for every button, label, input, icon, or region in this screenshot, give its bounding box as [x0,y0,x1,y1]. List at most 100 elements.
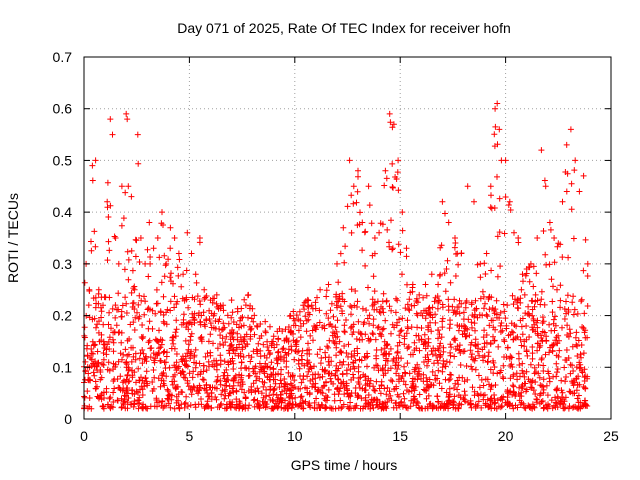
data-point [582,397,589,404]
data-point [200,368,207,375]
data-point [161,273,168,280]
data-point [154,351,161,358]
data-point [429,351,436,358]
data-point [274,328,281,335]
data-point [546,219,553,226]
data-point [422,281,429,288]
data-point [323,293,330,300]
data-point [549,347,556,354]
data-point [457,362,464,368]
y-tick-label: 0.4 [53,204,73,220]
data-point [363,307,370,314]
data-point [123,361,130,368]
data-point [131,401,138,408]
data-point [514,296,521,303]
data-point [297,334,304,341]
data-point [130,285,137,292]
data-point [387,392,394,399]
data-point [438,385,445,392]
data-point [100,341,107,348]
data-point [389,245,396,252]
data-point [200,309,207,316]
data-point [496,195,503,202]
data-point [421,340,428,347]
data-point [187,386,194,393]
data-point [443,358,450,365]
data-point [332,293,339,300]
data-point [250,318,257,325]
data-point [395,362,402,369]
data-point [373,401,380,408]
data-point [200,377,207,383]
data-point [106,395,113,402]
data-point [181,404,188,411]
data-point [475,392,482,399]
data-point [415,400,421,407]
data-point [515,305,522,312]
data-point [523,323,530,329]
data-point [345,341,352,348]
data-point [141,311,148,318]
y-tick-label: 0.7 [53,49,73,65]
data-point [502,315,509,322]
data-point [584,260,591,267]
data-point [357,330,364,337]
data-point [172,385,179,392]
data-point [455,261,462,268]
data-point [416,291,423,298]
data-point [171,362,178,369]
data-point [376,330,383,337]
data-point [192,364,199,371]
data-point [347,399,354,406]
data-point [221,382,228,389]
data-point [354,392,361,399]
data-point [574,353,581,359]
data-point [404,360,411,367]
y-tick-label: 0.3 [53,256,73,272]
data-point [292,394,299,401]
data-point [563,374,569,380]
data-point [436,380,443,387]
data-point [317,346,323,353]
data-point [557,282,564,289]
data-point [345,405,352,412]
data-point [142,374,149,381]
data-point [577,364,584,371]
data-point [128,247,135,254]
data-point [571,306,578,313]
data-point [317,360,324,367]
data-point [384,226,391,233]
data-point [123,310,130,316]
data-point [404,301,411,308]
data-point [160,318,167,325]
data-point [389,160,396,167]
data-point [122,346,129,353]
data-point [491,364,498,370]
data-point [118,183,125,190]
data-point [409,284,416,291]
data-point [399,271,405,278]
data-point [327,375,334,382]
data-point [523,368,530,375]
data-point [186,370,193,377]
data-point [416,347,423,354]
data-point [466,332,473,339]
data-point [539,398,546,404]
data-point [550,283,556,290]
data-point [444,400,451,407]
data-point [354,345,361,352]
data-point [106,309,113,316]
data-point [290,315,297,322]
data-point [158,279,165,286]
data-point [86,395,93,401]
data-point [226,350,233,357]
data-point [494,233,501,240]
data-point [167,274,174,281]
data-point [205,393,212,400]
data-point [508,361,515,368]
data-point [298,393,305,400]
data-point [394,366,401,372]
data-point [98,308,105,315]
data-point [547,226,554,233]
data-point [184,377,191,384]
